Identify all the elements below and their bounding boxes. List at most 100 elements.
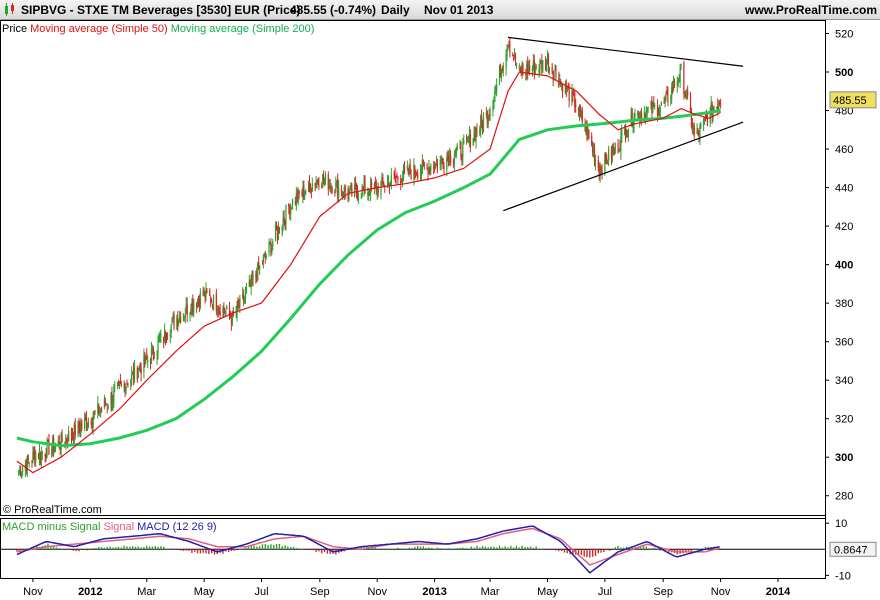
price-candle — [439, 155, 441, 171]
price-candle — [626, 130, 629, 138]
candle-body — [103, 398, 106, 408]
macd-hist-bar — [456, 548, 458, 550]
candle-body — [363, 182, 365, 192]
candle-body — [403, 166, 406, 171]
price-candle — [532, 53, 534, 71]
price-candle — [665, 90, 667, 102]
candle-body — [172, 316, 174, 318]
candle-body — [542, 60, 544, 73]
price-candle — [400, 174, 402, 191]
macd-hist-bar — [563, 549, 566, 553]
candle-body — [144, 353, 146, 364]
candle-body — [546, 57, 549, 63]
candle-body — [318, 183, 320, 187]
price-candle — [248, 275, 250, 287]
candle-body — [505, 54, 507, 69]
candle-body — [515, 64, 518, 66]
candle-body — [322, 175, 324, 188]
price-candle — [205, 282, 207, 302]
candle-body — [124, 383, 126, 393]
price-candle — [197, 295, 200, 307]
price-y-tick-label: 360 — [835, 337, 853, 349]
price-candle — [660, 101, 662, 107]
macd-hist-bar — [479, 547, 481, 550]
candle-body — [166, 338, 169, 340]
candle-body — [143, 355, 145, 372]
candle-body — [245, 288, 248, 294]
price-candle — [481, 119, 484, 135]
candle-body — [588, 129, 590, 138]
price-candle — [605, 151, 607, 164]
candle-body — [459, 144, 461, 147]
price-candle — [650, 100, 652, 110]
candle-body — [519, 67, 521, 69]
price-candle — [189, 311, 191, 322]
candle-body — [51, 447, 53, 457]
x-tick-label: Jul — [254, 586, 268, 598]
candle-body — [111, 394, 113, 404]
macd-hist-bar — [253, 545, 255, 550]
price-candle — [125, 385, 127, 395]
price-candle — [316, 179, 318, 189]
macd-hist-bar — [388, 548, 391, 550]
candle-body — [116, 383, 119, 389]
price-candle — [709, 106, 711, 127]
price-candle — [19, 465, 21, 475]
price-candle — [531, 65, 534, 77]
candle-body — [706, 117, 709, 126]
candle-body — [159, 338, 161, 340]
price-candle — [612, 142, 614, 156]
macd-hist-bar — [78, 549, 80, 552]
candle-body — [690, 114, 693, 127]
candle-body — [211, 304, 214, 309]
price-candle — [113, 383, 115, 409]
macd-hist-bar — [140, 547, 142, 550]
price-candle — [396, 172, 398, 178]
macd-hist-bar — [304, 549, 306, 550]
macd-hist-bar — [261, 544, 264, 550]
price-candle — [100, 408, 102, 418]
candle-body — [548, 66, 550, 72]
candle-body — [650, 102, 652, 106]
macd-hist-bar — [431, 547, 433, 550]
candle-body — [481, 115, 483, 122]
candle-body — [599, 166, 601, 177]
candle-body — [703, 118, 706, 121]
macd-hist-bar — [586, 549, 588, 558]
candle-body — [465, 138, 468, 140]
date-label: Nov 01 2013 — [424, 3, 494, 17]
price-candle — [166, 332, 169, 341]
candle-body — [711, 103, 713, 118]
macd-hist-bar — [448, 548, 450, 550]
candle-body — [21, 468, 24, 473]
macd-hist-bar — [552, 549, 554, 550]
price-candle — [44, 453, 46, 463]
price-candle — [199, 288, 201, 310]
macd-hist-bar — [622, 547, 625, 550]
candle-body — [637, 111, 639, 116]
candle-body — [620, 135, 622, 153]
price-candle — [363, 175, 365, 197]
candle-body — [158, 339, 160, 341]
candle-body — [501, 68, 503, 71]
candle-body — [198, 301, 201, 307]
price-candle — [340, 184, 343, 197]
candle-body — [65, 437, 67, 443]
candle-body — [191, 302, 193, 316]
candle-body — [488, 115, 490, 119]
candle-body — [341, 192, 344, 196]
price-candle — [640, 110, 642, 124]
candle-body — [27, 455, 29, 461]
price-candle — [693, 122, 695, 140]
candle-body — [712, 110, 714, 118]
price-candle — [706, 112, 709, 127]
candle-body — [79, 426, 81, 432]
candle-body — [407, 168, 409, 175]
candle-body — [423, 162, 425, 166]
candle-body — [408, 166, 410, 172]
candle-body — [469, 134, 471, 148]
macd-hist-bar — [524, 546, 526, 550]
candle-body — [26, 456, 28, 471]
candle-body — [495, 88, 497, 94]
price-candle — [512, 52, 514, 57]
